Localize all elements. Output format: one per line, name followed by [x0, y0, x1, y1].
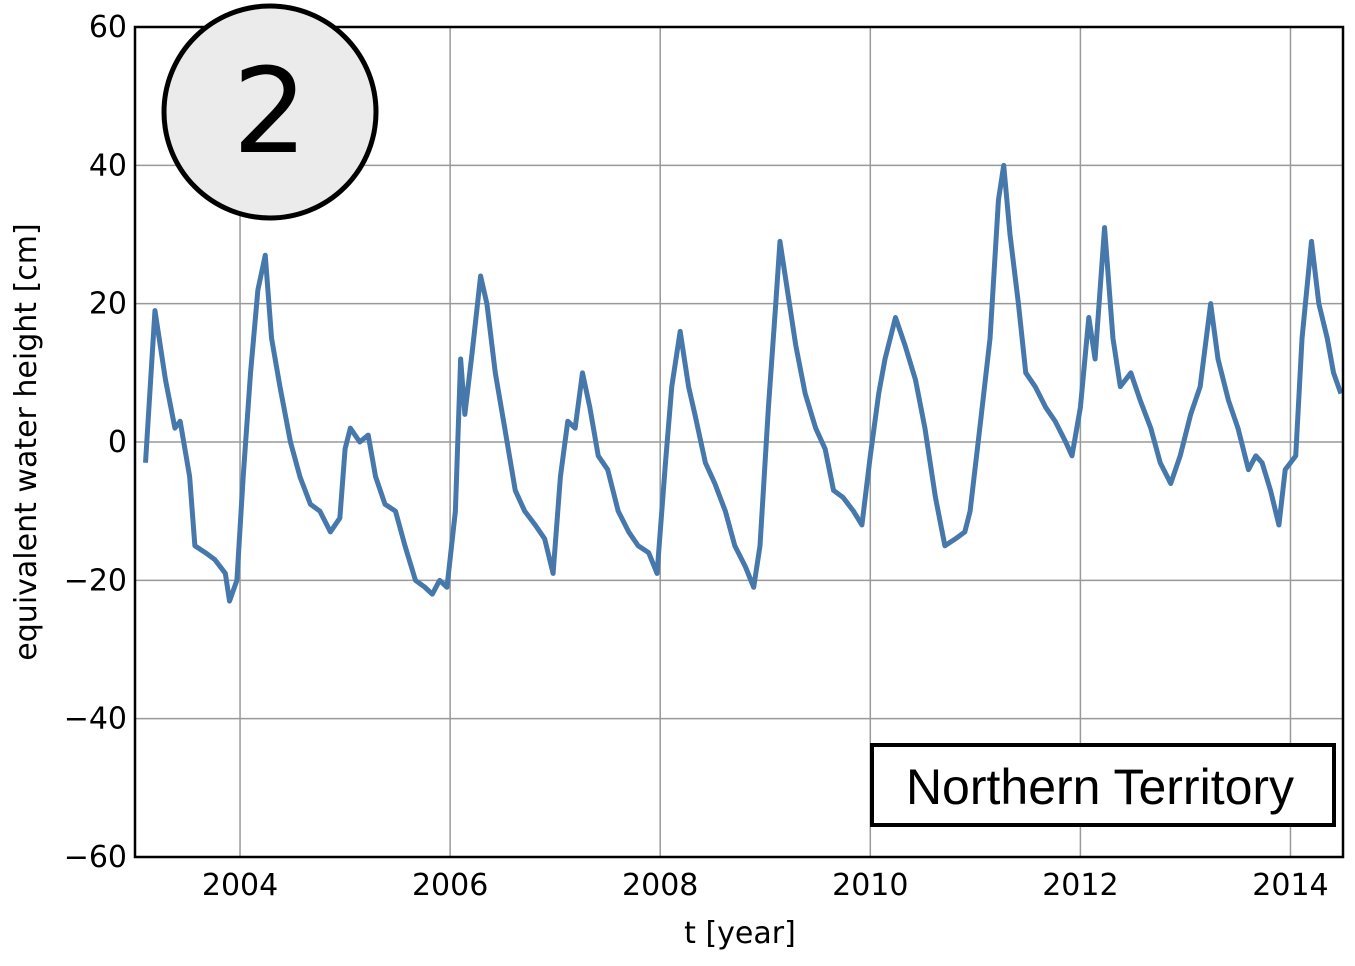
y-tick-label: 20	[89, 287, 127, 322]
x-tick-label: 2008	[622, 868, 698, 903]
x-tick-label: 2006	[412, 868, 488, 903]
y-tick-label: −20	[64, 563, 127, 598]
y-tick-label: 60	[89, 10, 127, 45]
y-tick-label: 0	[108, 425, 127, 460]
x-tick-label: 2014	[1252, 868, 1328, 903]
plot-frame	[133, 25, 1345, 859]
x-tick-label: 2004	[202, 868, 278, 903]
badge-text: 2	[232, 42, 307, 180]
y-tick-label: −60	[64, 840, 127, 875]
badge-circle	[161, 3, 379, 221]
annotation-text: Northern Territory	[906, 759, 1294, 815]
annotation-box	[870, 743, 1336, 827]
x-axis-label: t [year]	[684, 916, 796, 951]
y-tick-label: −40	[64, 702, 127, 737]
y-axis-label: equivalent water height [cm]	[9, 223, 44, 660]
y-tick-label: 40	[89, 148, 127, 183]
x-tick-label: 2012	[1042, 868, 1118, 903]
x-tick-label: 2010	[832, 868, 908, 903]
line	[143, 162, 1344, 604]
